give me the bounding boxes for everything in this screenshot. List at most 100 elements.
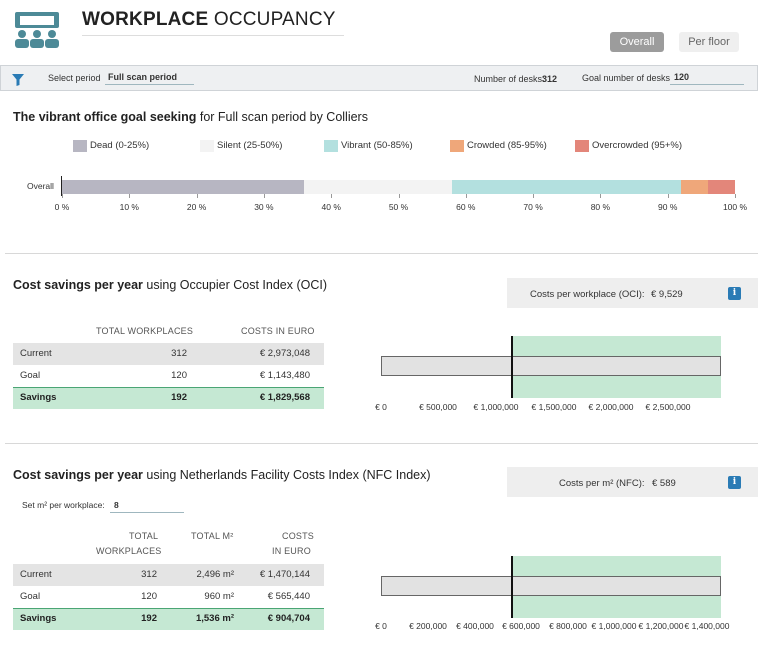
occupancy-segment — [708, 180, 735, 194]
tick-label: 60 % — [456, 202, 476, 212]
set-m2-input[interactable]: 8 — [110, 500, 184, 513]
nfc-current-label: Current — [20, 569, 52, 580]
tick-mark — [129, 194, 131, 198]
oci-header-costs: COSTS IN EURO — [241, 326, 315, 336]
oci-cost-bar — [381, 356, 721, 376]
overall-button[interactable]: Overall — [610, 32, 664, 52]
legend-label: Dead (0-25%) — [90, 140, 150, 151]
nfc-goal-marker — [511, 556, 513, 618]
occupancy-segment — [62, 180, 305, 194]
tick-label: € 1,400,000 — [684, 621, 730, 631]
legend-label: Overcrowded (95+%) — [592, 140, 683, 151]
tick-label: € 1,000,000 — [591, 621, 637, 631]
tick-label: € 0 — [375, 402, 387, 412]
nfc-header-m2: TOTAL M² — [191, 531, 234, 541]
app-logo — [12, 8, 62, 50]
info-icon[interactable]: i — [728, 476, 741, 489]
nfc-current-costs: € 1,470,144 — [259, 569, 310, 580]
nfc-header-costs: COSTS — [282, 531, 315, 541]
tick-label: € 600,000 — [502, 621, 540, 631]
nfc-savings-costs: € 904,704 — [267, 613, 310, 624]
info-icon[interactable]: i — [728, 287, 741, 300]
legend-label: Silent (25-50%) — [217, 140, 283, 151]
tick-label: 30 % — [254, 202, 274, 212]
nfc-current-m2: 2,496 m² — [196, 569, 235, 580]
nfc-title: Cost savings per year using Netherlands … — [13, 468, 431, 482]
tick-mark — [263, 194, 265, 198]
nfc-goal-workplaces: 120 — [141, 591, 157, 602]
oci-current-costs: € 2,973,048 — [259, 348, 310, 359]
occupancy-title: The vibrant office goal seeking for Full… — [13, 110, 368, 124]
tick-label: 20 % — [186, 202, 207, 212]
tick-label: 10 % — [119, 202, 139, 212]
set-m2-label: Set m² per workplace: — [22, 500, 105, 510]
oci-info-label: Costs per workplace (OCI): — [530, 289, 645, 300]
tick-label: 0 % — [54, 202, 70, 212]
desks-label: Number of desks: — [474, 74, 545, 84]
oci-current-label: Current — [20, 348, 52, 359]
occupancy-axis — [61, 176, 62, 196]
tick-label: € 1,500,000 — [531, 402, 577, 412]
tick-label: 70 % — [523, 202, 543, 212]
per-floor-button[interactable]: Per floor — [679, 32, 739, 52]
nfc-header-in-euro: IN EURO — [272, 546, 311, 556]
page-title: WORKPLACE OCCUPANCY — [82, 9, 336, 30]
oci-title: Cost savings per year using Occupier Cos… — [13, 278, 328, 292]
tick-label: € 2,500,000 — [645, 402, 691, 412]
occupancy-segment — [304, 180, 453, 194]
oci-info-box — [507, 278, 758, 308]
oci-goal-marker — [511, 336, 513, 398]
goal-desks-input[interactable]: 120 — [670, 72, 744, 85]
nfc-header-workplaces: WORKPLACES — [96, 546, 162, 556]
nfc-row-savings — [13, 608, 324, 630]
tick-label: € 0 — [375, 621, 387, 631]
tick-label: € 200,000 — [409, 621, 447, 631]
nfc-goal-costs: € 565,440 — [267, 591, 310, 602]
tick-label: 50 % — [388, 202, 409, 212]
legend-swatch — [450, 140, 464, 152]
nfc-info-box — [507, 467, 758, 497]
oci-row-savings — [13, 387, 324, 409]
nfc-info-value: € 589 — [652, 478, 676, 489]
nfc-cost-bar — [381, 576, 721, 596]
legend-swatch — [73, 140, 87, 152]
nfc-row-current — [13, 564, 324, 586]
tick-label: 40 % — [321, 202, 341, 212]
occupancy-bar — [62, 180, 735, 194]
oci-savings-line — [13, 387, 324, 388]
nfc-savings-line — [13, 608, 324, 609]
occupancy-row-label: Overall — [27, 181, 54, 191]
tick-label: € 1,200,000 — [638, 621, 684, 631]
tick-mark — [62, 194, 63, 198]
oci-row-current — [13, 343, 324, 365]
nfc-current-workplaces: 312 — [141, 569, 157, 580]
oci-savings-workplaces: 192 — [171, 392, 187, 403]
tick-label: € 800,000 — [549, 621, 587, 631]
nfc-goal-m2: 960 m² — [204, 591, 234, 602]
nfc-goal-label: Goal — [20, 591, 41, 602]
oci-savings-costs: € 1,829,568 — [259, 392, 310, 403]
tick-mark — [196, 194, 198, 198]
nfc-savings-workplaces: 192 — [141, 613, 157, 624]
nfc-info-label: Costs per m² (NFC): — [559, 478, 645, 489]
legend-swatch — [575, 140, 589, 152]
tick-label: € 500,000 — [419, 402, 457, 412]
tick-label: 80 % — [590, 202, 611, 212]
oci-current-workplaces: 312 — [171, 348, 187, 359]
section-divider-1 — [5, 253, 758, 254]
oci-header-workplaces: TOTAL WORKPLACES — [96, 326, 194, 336]
desks-value: 312 — [542, 74, 558, 84]
filter-icon[interactable] — [12, 73, 24, 86]
occupancy-segment — [452, 180, 682, 194]
oci-goal-costs: € 1,143,480 — [259, 370, 310, 381]
select-period-dropdown[interactable]: Full scan period — [105, 72, 194, 85]
legend-swatch — [200, 140, 214, 152]
select-period-label: Select period — [48, 73, 101, 83]
tick-mark — [331, 194, 333, 198]
occupancy-segment — [681, 180, 709, 194]
legend-label: Crowded (85-95%) — [467, 140, 547, 151]
tick-label: € 2,000,000 — [588, 402, 634, 412]
legend-swatch — [324, 140, 338, 152]
tick-mark — [667, 194, 669, 198]
tick-label: € 400,000 — [456, 621, 494, 631]
